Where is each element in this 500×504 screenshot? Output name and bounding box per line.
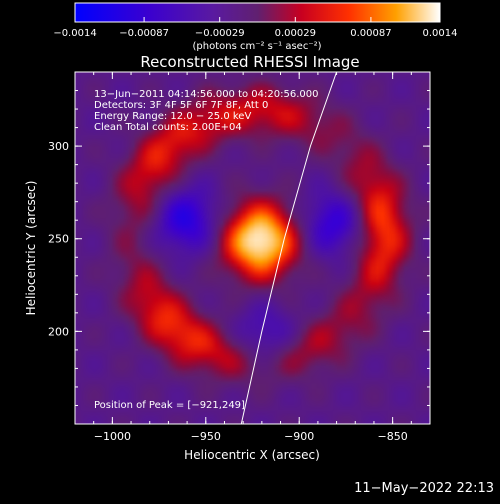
peak-position-label: Position of Peak = [−921,249] <box>94 400 245 411</box>
x-axis-ticks: −1000 −950 −900 −850 <box>93 72 431 443</box>
heatmap-image <box>75 72 430 424</box>
colorbar-ticks: −0.0014 −0.00087 −0.00029 0.00029 0.00087 0.0… <box>53 17 458 39</box>
info-line: Detectors: 3F 4F 5F 6F 7F 8F, Att 0 <box>94 100 268 111</box>
colorbar-tick-label: 0.00029 <box>275 28 316 39</box>
info-line: Clean Total counts: 2.00E+04 <box>94 122 242 133</box>
x-tick-label: −950 <box>191 430 221 443</box>
colorbar <box>74 2 441 23</box>
info-line: 13−Jun−2011 04:14:56.000 to 04:20:56.000 <box>94 89 319 100</box>
x-tick-label: −1000 <box>94 430 131 443</box>
chart-title: Reconstructed RHESSI Image <box>140 53 359 71</box>
footer-date: 11−May−2022 22:13 <box>354 481 494 496</box>
colorbar-tick-label: −0.00087 <box>119 28 169 39</box>
colorbar-tick-label: 0.00087 <box>350 28 391 39</box>
colorbar-tick-label: −0.00029 <box>195 28 245 39</box>
y-axis-title: Heliocentric Y (arcsec) <box>24 181 38 316</box>
colorbar-tick-label: 0.0014 <box>423 28 458 39</box>
y-tick-label: 300 <box>48 140 69 153</box>
y-tick-label: 200 <box>48 325 69 338</box>
y-axis-ticks: 200 250 300 <box>48 71 430 406</box>
info-text: 13−Jun−2011 04:14:56.000 to 04:20:56.000… <box>94 89 319 133</box>
info-line: Energy Range: 12.0 − 25.0 keV <box>94 111 251 122</box>
x-tick-label: −900 <box>284 430 314 443</box>
x-axis-title: Heliocentric X (arcsec) <box>184 448 320 462</box>
y-tick-label: 250 <box>48 233 69 246</box>
solar-limb-line <box>240 72 338 424</box>
colorbar-tick-label: −0.0014 <box>53 28 96 39</box>
plot-area <box>75 72 430 424</box>
plot-frame <box>74 71 431 425</box>
colorbar-units: (photons cm⁻² s⁻¹ asec⁻²) <box>192 41 321 52</box>
x-tick-label: −850 <box>378 430 408 443</box>
